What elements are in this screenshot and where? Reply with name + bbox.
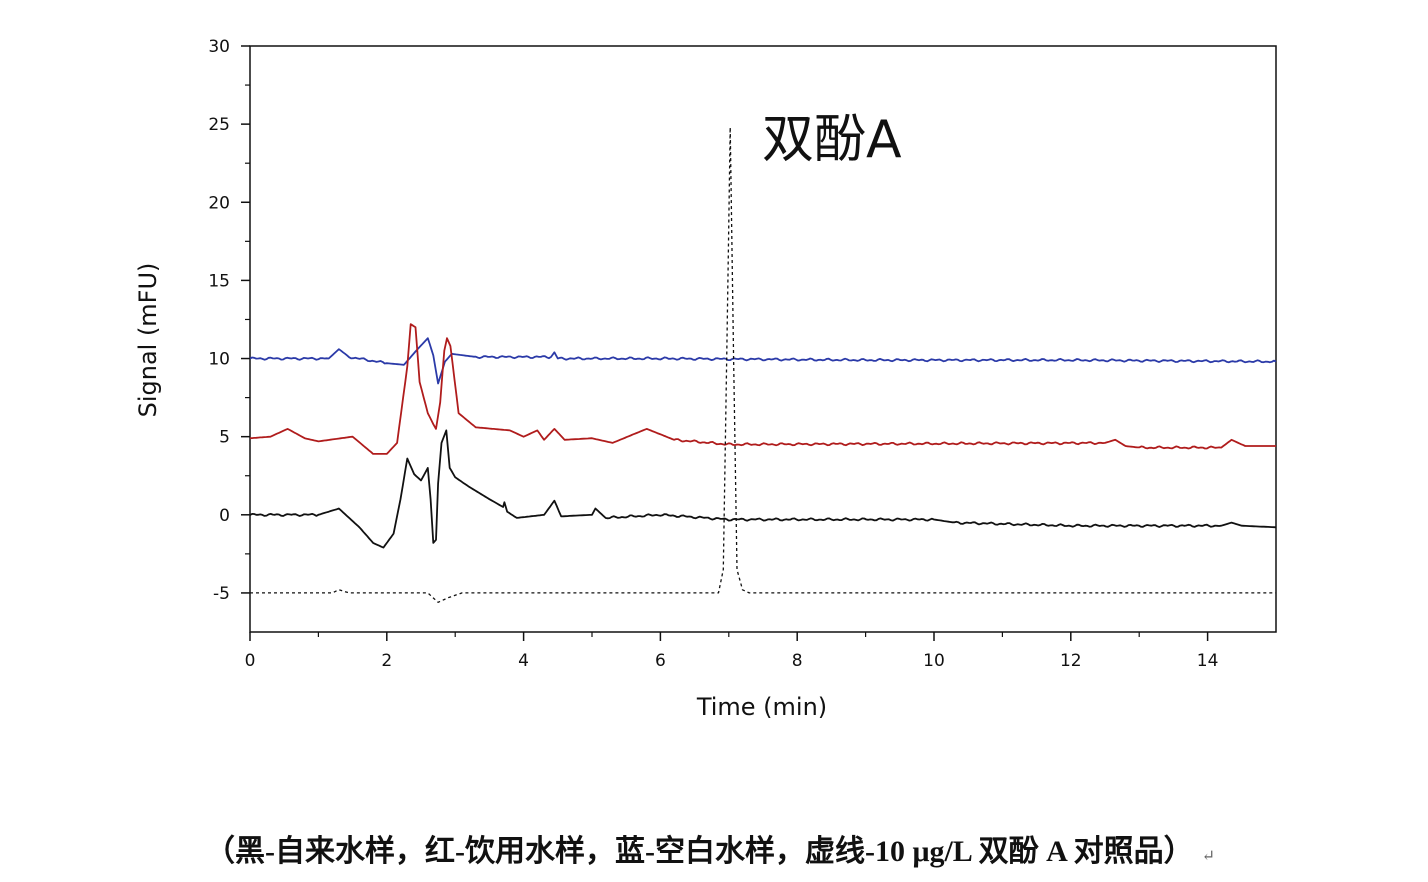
y-tick-label: -5	[213, 584, 230, 604]
return-mark: ↵	[1201, 848, 1216, 865]
x-tick-label: 4	[518, 651, 529, 671]
series-line-2	[249, 429, 1277, 549]
y-tick-label: 10	[208, 350, 230, 370]
x-tick-label: 8	[792, 651, 803, 671]
x-tick-label: 12	[1060, 651, 1082, 671]
y-axis-label: Signal (mFU)	[134, 263, 162, 418]
series-line-1	[249, 323, 1276, 455]
caption-text: （黑-自来水样，红-饮用水样，蓝-空白水样，虚线-10 μg/L 双酚 A 对照…	[205, 835, 1194, 868]
x-axis-label: Time (min)	[696, 693, 827, 721]
peak-annotation: 双酚A	[762, 110, 902, 170]
y-tick-label: 15	[208, 271, 230, 291]
x-tick-label: 0	[245, 651, 256, 671]
series-lines	[249, 126, 1277, 603]
x-tick-label: 6	[655, 651, 666, 671]
axes: 0 2 4 6 8 10 12 14 -5 0 5 10 15 20 25 30	[208, 37, 1277, 671]
y-tick-label: 5	[219, 428, 230, 448]
y-tick-label: 25	[208, 115, 230, 135]
x-tick-label: 2	[381, 651, 392, 671]
series-line-0	[249, 337, 1277, 385]
y-tick-label: 0	[219, 506, 230, 526]
y-tick-label: 30	[208, 37, 230, 57]
figure-caption: （黑-自来水样，红-饮用水样，蓝-空白水样，虚线-10 μg/L 双酚 A 对照…	[205, 826, 1215, 870]
y-tick-label: 20	[208, 193, 230, 213]
x-tick-label: 10	[923, 651, 945, 671]
x-tick-label: 14	[1197, 651, 1219, 671]
plot-frame	[249, 45, 1277, 633]
